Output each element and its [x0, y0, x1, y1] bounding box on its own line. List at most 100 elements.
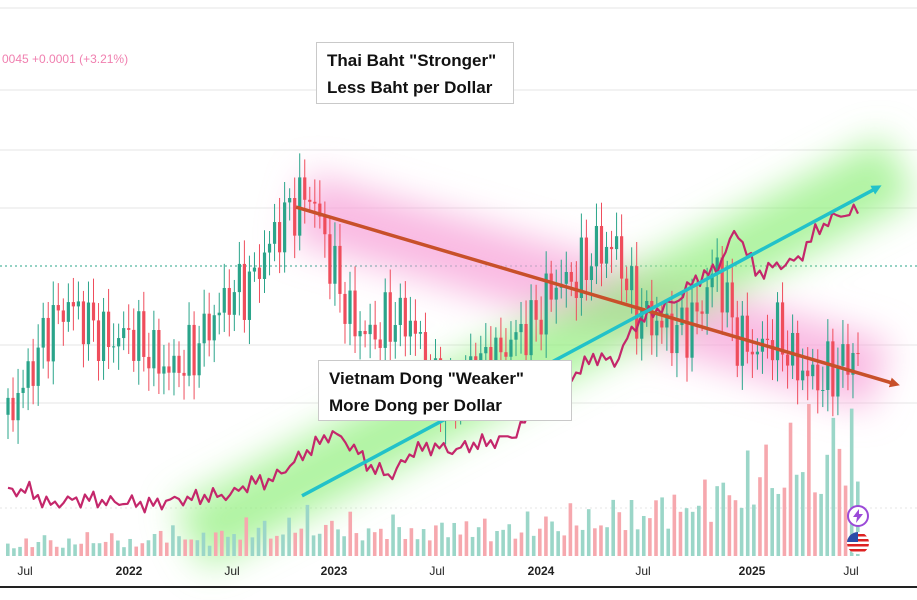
volume-bar	[122, 547, 126, 556]
candle-body	[232, 292, 236, 315]
volume-bar	[281, 534, 285, 556]
volume-bar	[183, 539, 187, 556]
x-tick-label: Jul	[843, 564, 859, 578]
candle-body	[222, 287, 226, 313]
candle-body	[313, 201, 317, 204]
volume-bar	[482, 518, 487, 556]
volume-bar	[275, 535, 279, 556]
volume-bar	[311, 535, 316, 556]
candle-body	[187, 324, 191, 376]
candle-body	[101, 311, 106, 361]
volume-bar	[446, 537, 450, 556]
candle-body	[750, 351, 754, 355]
candle-body	[21, 387, 25, 393]
candle-body	[695, 302, 699, 312]
candle-body	[323, 216, 327, 235]
candle-body	[398, 297, 402, 326]
candle-body	[71, 302, 75, 307]
candle-body	[539, 319, 543, 335]
volume-bar	[128, 538, 132, 556]
volume-bar	[733, 500, 738, 556]
volume-bar	[752, 504, 756, 556]
candle-body	[675, 325, 679, 354]
candle-body	[710, 273, 714, 288]
candle-body	[715, 257, 719, 274]
volume-bar	[605, 527, 609, 556]
baht-annotation-line2: Less Baht per Dollar	[327, 78, 493, 97]
candle-body	[604, 246, 609, 264]
candle-body	[91, 302, 96, 321]
candle-body	[383, 292, 387, 348]
volume-bar	[452, 522, 457, 556]
x-tick-label: 2022	[115, 564, 143, 578]
dong-annotation-line1: Vietnam Dong "Weaker"	[329, 369, 524, 388]
candle-body	[645, 300, 649, 308]
candle-body	[700, 311, 704, 314]
candle-body	[680, 307, 684, 326]
candle-body	[177, 355, 181, 373]
volume-bar	[79, 543, 83, 556]
volume-bar	[837, 448, 842, 556]
candle-body	[831, 341, 835, 397]
volume-bar	[629, 500, 634, 556]
volume-bar	[140, 543, 145, 556]
volume-bar	[73, 544, 77, 556]
volume-bar	[831, 417, 836, 556]
volume-bar	[158, 530, 163, 556]
volume-bar	[323, 524, 328, 556]
volume-bar	[745, 450, 750, 556]
vnd-trend-arrow	[301, 185, 882, 498]
candle-body	[841, 344, 845, 366]
volume-bar	[244, 517, 249, 556]
volume-bar	[807, 404, 811, 556]
volume-bar	[116, 540, 120, 556]
trend-arrows	[295, 185, 900, 498]
candle-body	[529, 300, 533, 356]
candle-body	[76, 301, 81, 307]
volume-bar	[24, 538, 28, 556]
volume-bar	[727, 495, 732, 556]
volume-bar	[342, 536, 346, 556]
candle-body	[725, 282, 729, 313]
candle-body	[132, 329, 136, 361]
volume-bar	[403, 538, 408, 556]
volume-bar	[519, 532, 524, 556]
candle-body	[338, 245, 342, 294]
candle-body	[343, 293, 347, 324]
candle-body	[579, 237, 583, 298]
lightning-icon[interactable]	[847, 505, 869, 527]
volume-bar	[703, 479, 707, 556]
volume-bar	[201, 532, 206, 556]
candle-body	[851, 352, 855, 375]
candle-body	[846, 344, 850, 375]
candle-body	[293, 198, 297, 236]
candle-body	[388, 292, 392, 342]
candle-body	[212, 315, 216, 341]
us-flag-icon[interactable]	[847, 532, 869, 554]
volume-bar	[91, 543, 96, 556]
candle-body	[167, 366, 171, 373]
volume-bar	[385, 539, 389, 556]
volume-bar	[12, 548, 16, 556]
volume-bar	[360, 540, 365, 556]
candle-body	[408, 320, 412, 337]
volume-bar	[825, 454, 830, 556]
volume-bar	[568, 503, 573, 556]
candle-body	[589, 266, 594, 281]
candle-body	[670, 313, 674, 354]
candle-body	[288, 198, 292, 203]
baht-annotation: Thai Baht "Stronger" Less Baht per Dolla…	[316, 42, 514, 104]
candle-body	[594, 225, 599, 267]
candle-body	[806, 370, 810, 377]
candle-body	[36, 347, 40, 386]
volume-bar	[299, 528, 304, 556]
candle-body	[519, 323, 523, 333]
candle-body	[11, 397, 15, 421]
candle-body	[635, 266, 639, 339]
candle-body	[720, 257, 724, 313]
volume-bar	[146, 540, 151, 556]
volume-bar	[544, 516, 548, 556]
volume-bar	[690, 511, 695, 556]
candle-body	[514, 332, 518, 340]
candle-body	[262, 252, 267, 279]
